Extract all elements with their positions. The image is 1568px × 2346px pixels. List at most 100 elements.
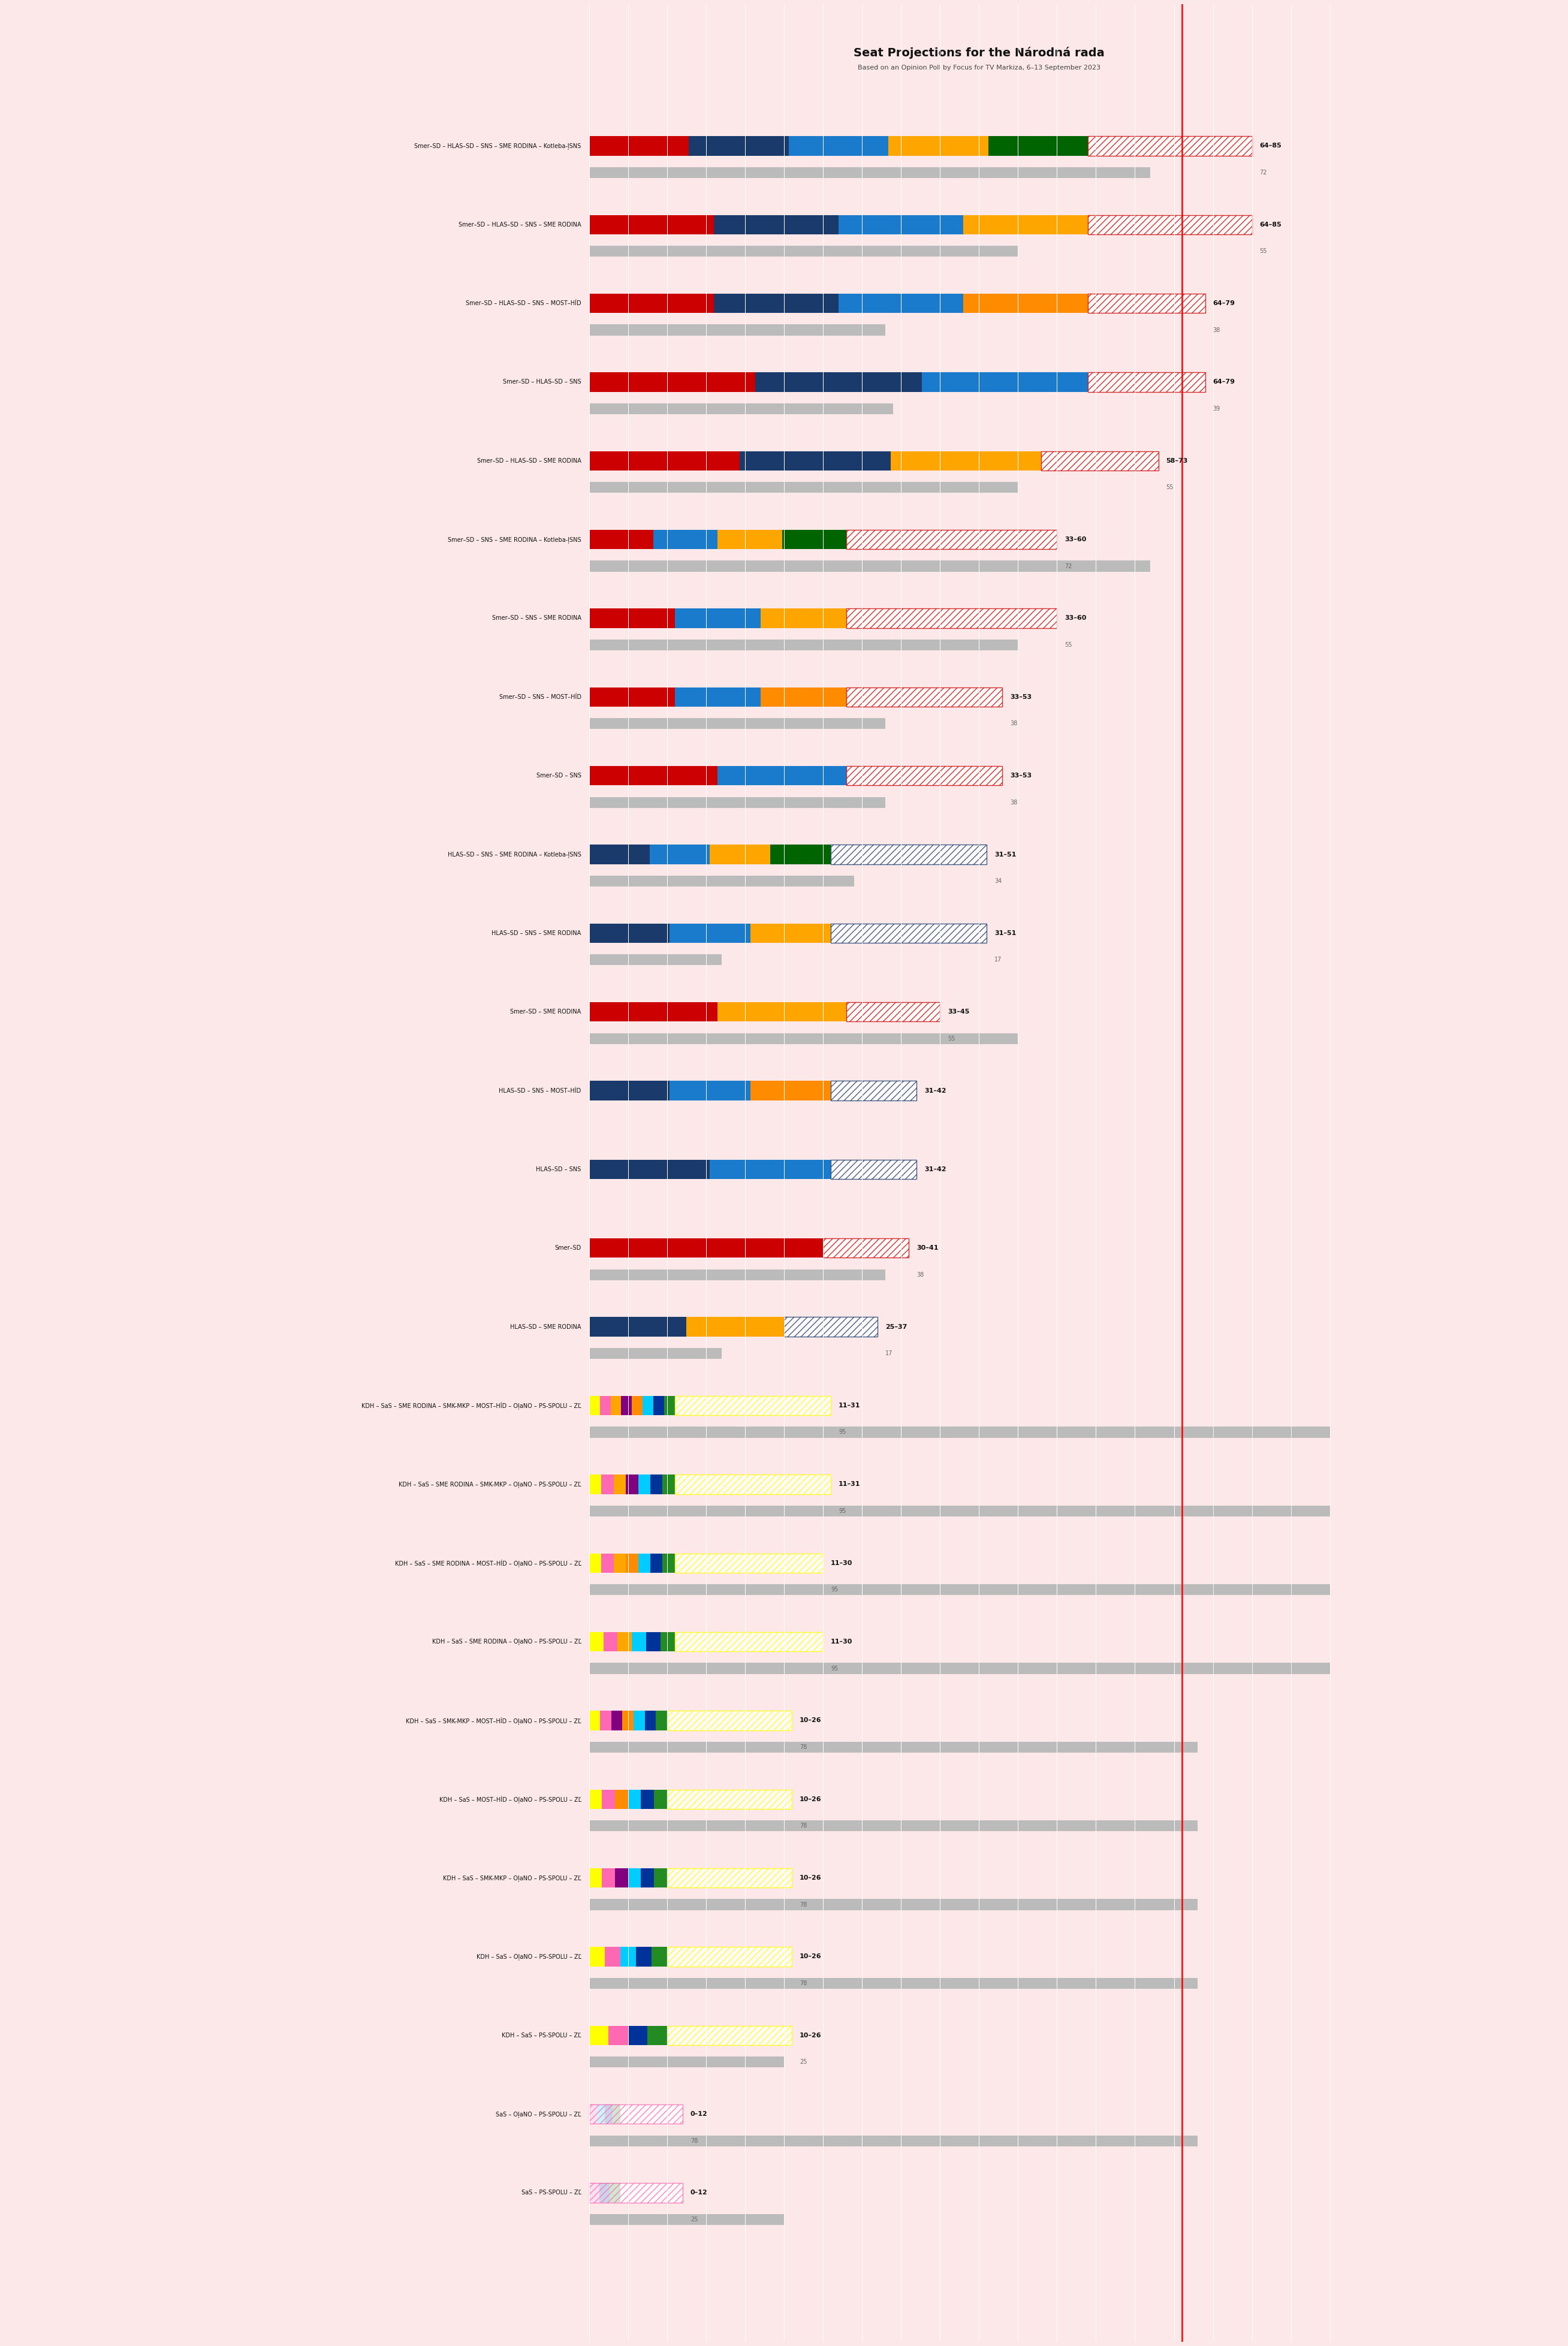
- Bar: [629, 1867, 641, 1889]
- Text: 31–42: 31–42: [925, 1166, 947, 1173]
- Bar: [590, 2057, 784, 2067]
- Text: 10–26: 10–26: [800, 1797, 822, 1802]
- Bar: [770, 845, 831, 863]
- Text: Smer–SD – HLAS–SD – SNS: Smer–SD – HLAS–SD – SNS: [503, 380, 582, 385]
- Text: 0–12: 0–12: [690, 2189, 707, 2196]
- Text: KDH – SaS – OļaNO – PS-SPOLU – ZĽ: KDH – SaS – OļaNO – PS-SPOLU – ZĽ: [477, 1954, 582, 1959]
- Bar: [654, 1396, 665, 1415]
- Text: 64–79: 64–79: [1214, 300, 1236, 307]
- Bar: [590, 1396, 601, 1415]
- Bar: [988, 136, 1088, 155]
- Bar: [889, 136, 988, 155]
- Bar: [599, 2184, 610, 2203]
- Bar: [590, 481, 1018, 493]
- Bar: [831, 1159, 917, 1180]
- Text: 31–51: 31–51: [994, 929, 1016, 936]
- Text: 25–37: 25–37: [886, 1323, 908, 1330]
- Text: 78: 78: [800, 1980, 808, 1987]
- Bar: [626, 1553, 638, 1572]
- Bar: [963, 293, 1088, 312]
- Text: 95: 95: [831, 1586, 839, 1593]
- Text: 11–30: 11–30: [831, 1560, 853, 1567]
- Bar: [629, 1790, 641, 1809]
- Bar: [646, 1633, 660, 1652]
- Bar: [590, 718, 886, 730]
- Bar: [632, 1633, 646, 1652]
- Text: 95: 95: [831, 1666, 839, 1670]
- Bar: [590, 875, 855, 887]
- Text: 55: 55: [1259, 249, 1267, 253]
- Bar: [632, 1396, 643, 1415]
- Text: Smer–SD – HLAS–SD – SNS – MOST–HÍD: Smer–SD – HLAS–SD – SNS – MOST–HÍD: [466, 300, 582, 307]
- Bar: [590, 1584, 1330, 1595]
- Text: 10–26: 10–26: [800, 1954, 822, 1959]
- Text: KDH – SaS – SME RODINA – OļaNO – PS-SPOLU – ZĽ: KDH – SaS – SME RODINA – OļaNO – PS-SPOL…: [431, 1638, 582, 1645]
- Text: 10–26: 10–26: [800, 2032, 822, 2039]
- Bar: [651, 1476, 663, 1494]
- Bar: [641, 1790, 654, 1809]
- Bar: [590, 2135, 1198, 2147]
- Text: Smer–SD – SNS – SME RODINA: Smer–SD – SNS – SME RODINA: [492, 615, 582, 622]
- Bar: [590, 373, 756, 392]
- Bar: [831, 845, 986, 863]
- Bar: [665, 1396, 674, 1415]
- Text: 25: 25: [800, 2060, 808, 2064]
- Bar: [615, 1867, 629, 1889]
- Bar: [590, 404, 894, 415]
- Text: 58–73: 58–73: [1167, 457, 1189, 465]
- Text: KDH – SaS – MOST–HÍD – OļaNO – PS-SPOLU – ZĽ: KDH – SaS – MOST–HÍD – OļaNO – PS-SPOLU …: [439, 1795, 582, 1804]
- Bar: [718, 767, 847, 786]
- Bar: [621, 1396, 632, 1415]
- Text: 95: 95: [839, 1508, 847, 1513]
- Text: KDH – SaS – PS-SPOLU – ZĽ: KDH – SaS – PS-SPOLU – ZĽ: [502, 2032, 582, 2039]
- Bar: [613, 1553, 626, 1572]
- Bar: [666, 2025, 792, 2046]
- Bar: [613, 1476, 626, 1494]
- Bar: [601, 1396, 610, 1415]
- Bar: [760, 687, 847, 706]
- Bar: [590, 2184, 682, 2203]
- Text: 39: 39: [1214, 406, 1220, 411]
- Bar: [644, 1710, 655, 1729]
- Text: 78: 78: [800, 1743, 808, 1750]
- Bar: [847, 1002, 939, 1021]
- Bar: [847, 530, 1057, 549]
- Bar: [655, 1710, 666, 1729]
- Text: 25: 25: [690, 2217, 698, 2222]
- Text: KDH – SaS – SME RODINA – MOST–HÍD – OļaNO – PS-SPOLU – ZĽ: KDH – SaS – SME RODINA – MOST–HÍD – OļaN…: [395, 1560, 582, 1567]
- Bar: [590, 640, 1018, 650]
- Text: 33–45: 33–45: [947, 1009, 969, 1016]
- Bar: [612, 1710, 622, 1729]
- Bar: [663, 1476, 674, 1494]
- Bar: [590, 530, 654, 549]
- Text: 72: 72: [1065, 563, 1073, 570]
- Text: 17: 17: [886, 1351, 892, 1356]
- Bar: [666, 1710, 792, 1729]
- Bar: [638, 1553, 651, 1572]
- Bar: [590, 1316, 687, 1337]
- Bar: [613, 2104, 621, 2123]
- Bar: [601, 1710, 612, 1729]
- Bar: [610, 2184, 621, 2203]
- Bar: [590, 1506, 1330, 1516]
- Bar: [666, 1947, 792, 1966]
- Bar: [610, 1396, 621, 1415]
- Bar: [784, 1316, 878, 1337]
- Bar: [654, 1790, 666, 1809]
- Bar: [604, 1633, 618, 1652]
- Bar: [590, 1476, 601, 1494]
- Bar: [602, 1867, 615, 1889]
- Bar: [648, 2025, 666, 2046]
- Bar: [760, 608, 847, 629]
- Text: Smer–SD – HLAS–SD – SNS – SME RODINA – Kotleba-ļSNS: Smer–SD – HLAS–SD – SNS – SME RODINA – K…: [414, 143, 582, 150]
- Bar: [674, 1396, 831, 1415]
- Text: 72: 72: [1259, 169, 1267, 176]
- Bar: [590, 450, 740, 472]
- Bar: [601, 1553, 613, 1572]
- Bar: [590, 798, 886, 807]
- Bar: [654, 1867, 666, 1889]
- Bar: [590, 1082, 670, 1100]
- Bar: [590, 561, 1151, 572]
- Bar: [590, 167, 1151, 178]
- Text: 10–26: 10–26: [800, 1874, 822, 1881]
